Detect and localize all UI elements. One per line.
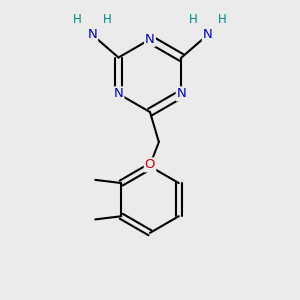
- Text: H: H: [73, 13, 82, 26]
- Text: O: O: [145, 158, 155, 171]
- Text: H: H: [218, 13, 227, 26]
- Text: N: N: [87, 28, 97, 41]
- Text: H: H: [189, 13, 198, 26]
- Text: N: N: [145, 33, 155, 46]
- Text: N: N: [114, 87, 123, 101]
- Text: H: H: [102, 13, 111, 26]
- Text: N: N: [203, 28, 213, 41]
- Text: N: N: [177, 87, 186, 101]
